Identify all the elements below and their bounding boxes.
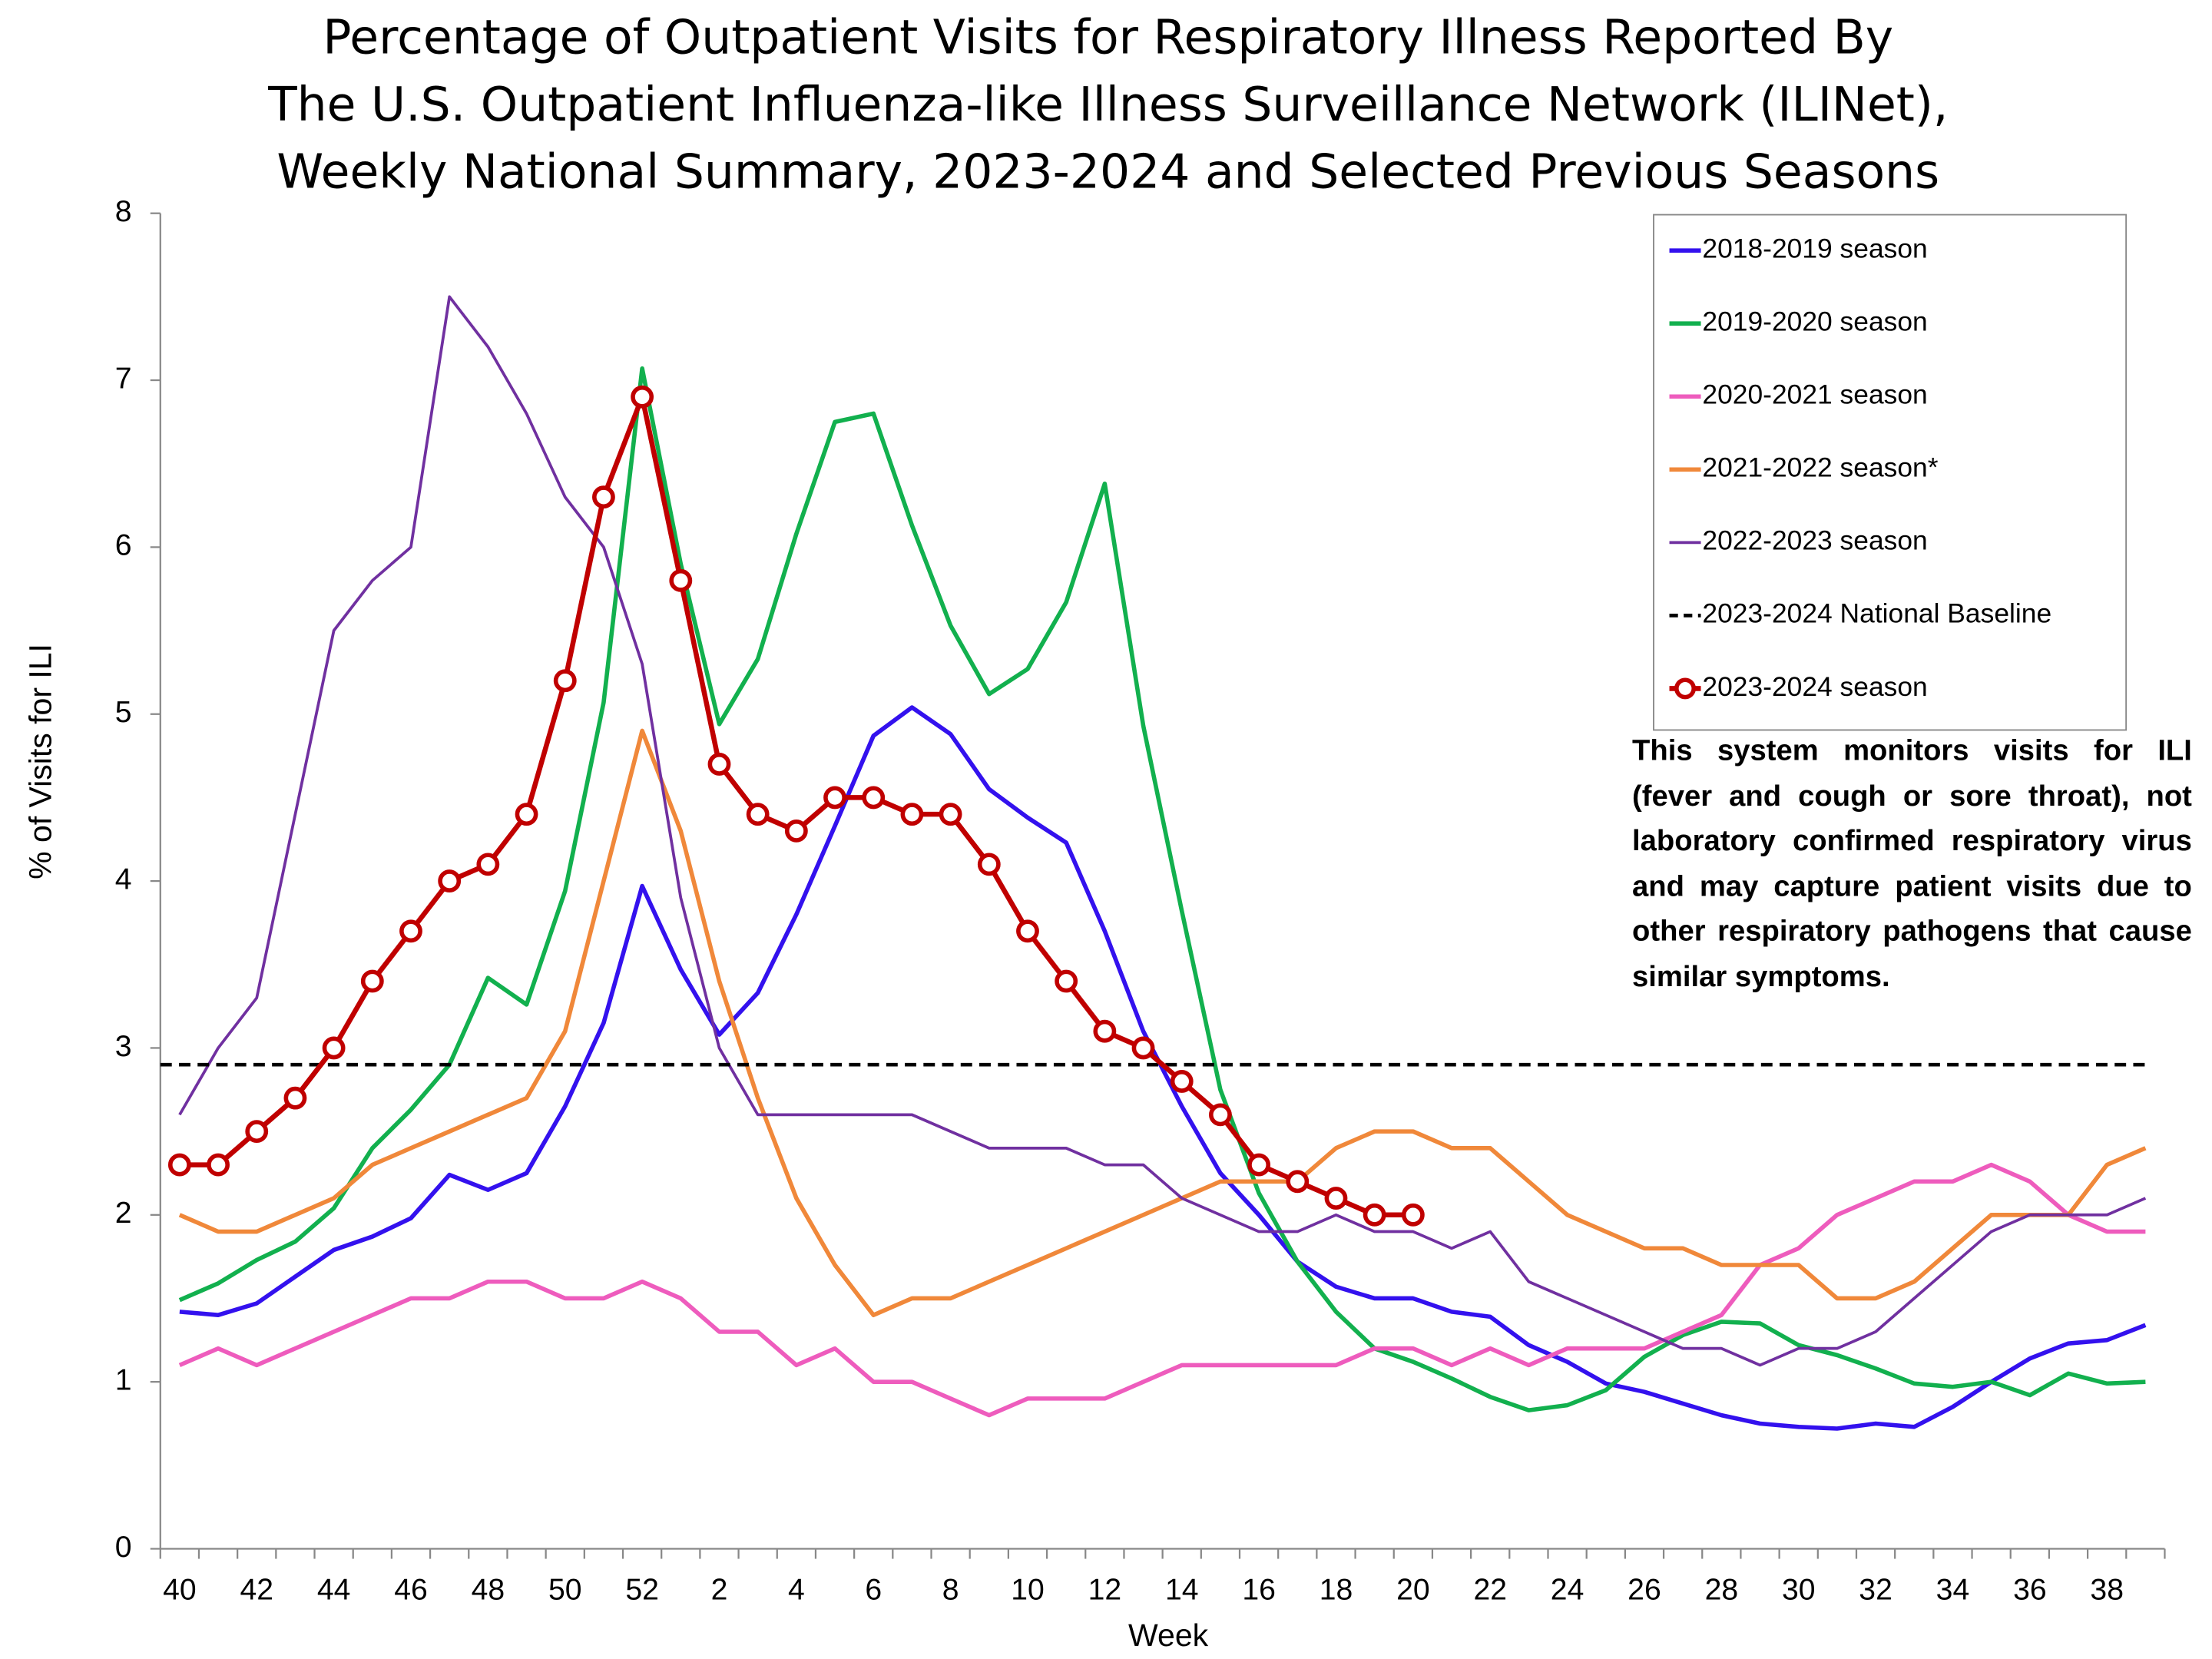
y-tick-label: 1 [115,1363,132,1396]
legend-label: 2019-2020 season [1702,306,1927,337]
data-point [862,786,886,810]
y-tick-label: 0 [115,1531,132,1564]
x-tick-label: 28 [1705,1574,1739,1607]
x-tick-label: 30 [1782,1574,1816,1607]
data-point [245,1120,269,1144]
x-tick-label: 12 [1088,1574,1122,1607]
data-point [1324,1187,1348,1210]
x-tick-label: 20 [1396,1574,1430,1607]
data-point [900,803,924,826]
x-tick-label: 8 [942,1574,959,1607]
x-tick-label: 18 [1320,1574,1353,1607]
x-tick-label: 16 [1242,1574,1276,1607]
x-tick-label: 26 [1628,1574,1661,1607]
legend-label: 2020-2021 season [1702,379,1927,410]
annotation: This system monitors visits for ILI (fev… [1632,734,2192,993]
x-tick-label: 52 [625,1574,659,1607]
y-tick-label: 2 [115,1197,132,1230]
series-line [178,728,2147,1318]
x-tick-label: 36 [2013,1574,2047,1607]
x-tick-label: 50 [548,1574,582,1607]
legend-box [1653,214,2128,731]
x-tick-label: 2 [711,1574,728,1607]
data-point [707,753,731,776]
data-point [476,853,500,876]
data-point [1286,1170,1310,1194]
x-tick-label: 10 [1011,1574,1045,1607]
data-point [631,385,654,409]
data-point [784,819,808,843]
x-tick-label: 6 [865,1574,882,1607]
x-tick-label: 46 [394,1574,428,1607]
y-tick-label: 4 [115,863,132,896]
data-point [1170,1070,1194,1093]
legend-label: 2021-2022 season* [1702,452,1938,483]
data-point [1247,1153,1271,1177]
legend-label: 2023-2024 season [1702,671,1927,702]
y-tick-label: 5 [115,696,132,729]
legend-label: 2018-2019 season [1702,233,1927,264]
legend-marker [1674,677,1696,700]
series-line [179,705,2147,1431]
data-point [207,1153,230,1177]
legend-label: 2022-2023 season [1702,525,1927,556]
data-point [1055,969,1078,993]
x-tick-label: 34 [1936,1574,1970,1607]
data-point [1016,919,1039,943]
x-tick-label: 4 [788,1574,805,1607]
data-point [167,1153,191,1177]
data-point [746,803,770,826]
x-tick-label: 42 [240,1574,273,1607]
data-point [399,919,422,943]
x-axis-label: Week [1128,1618,1209,1653]
series-line [178,295,2147,1367]
y-axis-label: % of Visits for ILI [23,644,58,879]
data-point [939,803,962,826]
data-point [283,1086,307,1110]
x-tick-label: 14 [1165,1574,1199,1607]
data-point [1363,1203,1386,1227]
data-point [438,869,462,893]
x-tick-label: 32 [1859,1574,1892,1607]
legend-label: 2023-2024 National Baseline [1702,598,2051,629]
annotation-box: This system monitors visits for ILI (fev… [1632,734,2192,993]
x-tick-label: 48 [472,1574,505,1607]
series-line [178,366,2146,1412]
y-tick-label: 6 [115,529,132,562]
y-tick-label: 7 [115,362,132,395]
x-tick-label: 22 [1473,1574,1507,1607]
x-tick-label: 44 [317,1574,351,1607]
x-tick-label: 38 [2090,1574,2124,1607]
data-point [669,568,693,592]
data-point [1131,1036,1155,1060]
chart-title: Weekly National Summary, 2023-2024 and S… [276,144,1939,199]
y-tick-label: 8 [115,195,132,228]
data-point [1401,1203,1425,1227]
data-point [553,669,577,693]
data-point [592,485,615,509]
data-point [977,853,1001,876]
series-line [178,1162,2146,1418]
data-point [823,786,846,810]
y-tick-label: 3 [115,1030,132,1063]
data-point [322,1036,346,1060]
x-tick-label: 24 [1551,1574,1584,1607]
data-point [1208,1103,1232,1127]
data-point [515,803,538,826]
x-tick-label: 40 [163,1574,197,1607]
data-point [360,969,384,993]
chart-title: The U.S. Outpatient Influenza-like Illne… [267,77,1948,132]
chart-title: Percentage of Outpatient Visits for Resp… [323,9,1893,65]
data-point [1093,1019,1117,1043]
